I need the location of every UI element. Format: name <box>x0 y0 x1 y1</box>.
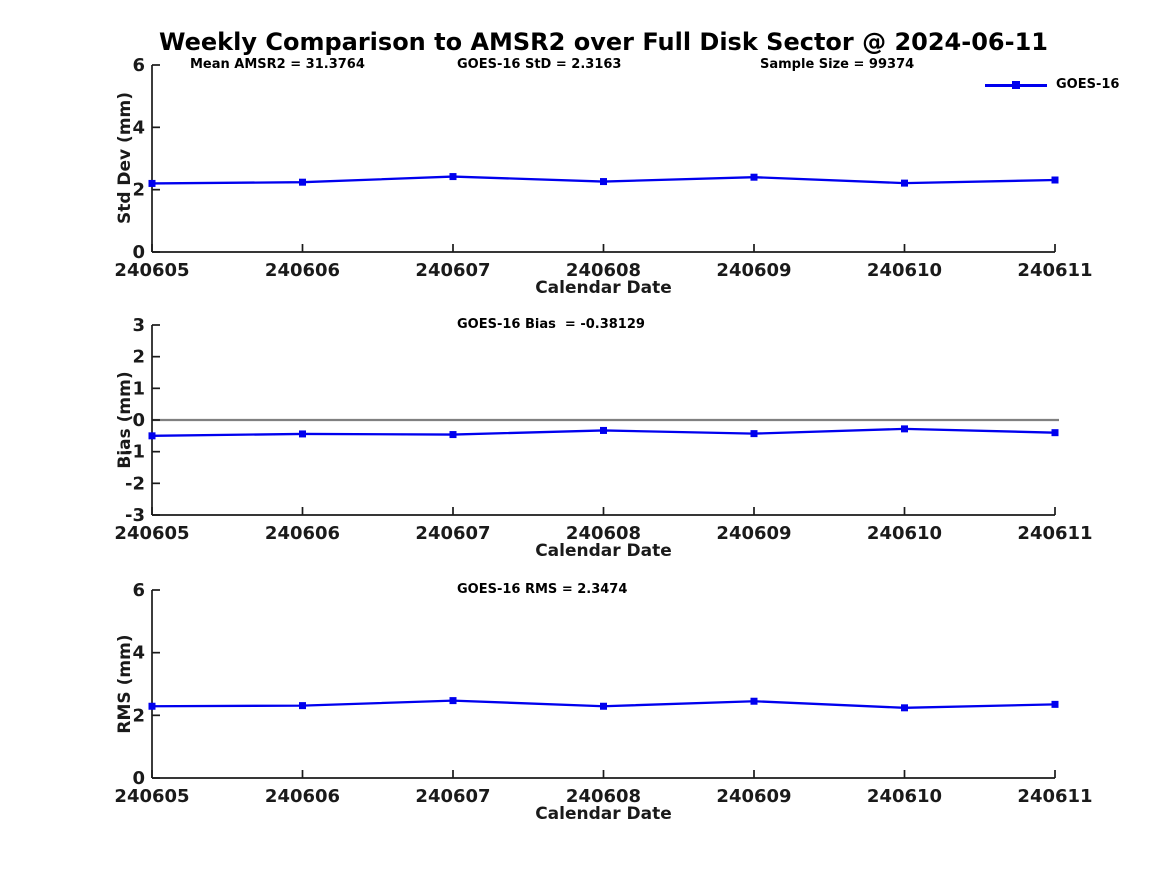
bias-x-tick-label: 240606 <box>265 523 340 544</box>
bias-y-axis-label: Bias (mm) <box>115 371 135 469</box>
stddev-x-tick-label: 240605 <box>114 260 189 281</box>
bias-y-tick-label: 3 <box>132 315 145 336</box>
stddev-y-tick-label: 4 <box>132 117 145 138</box>
legend-line-marker-icon <box>985 78 1047 92</box>
bias-data-point-marker <box>901 425 908 433</box>
rms-y-tick-label: 6 <box>132 580 145 601</box>
rms-x-tick-label: 240610 <box>867 786 942 807</box>
bias-data-point-marker <box>1051 429 1059 437</box>
rms-data-point-marker <box>148 702 156 710</box>
bias-y-tick-label: -3 <box>125 505 145 526</box>
stddev-x-tick-label: 240611 <box>1017 260 1092 281</box>
bias-y-tick-label: 1 <box>132 378 145 399</box>
rms-data-point-marker <box>600 702 607 710</box>
stddev-data-point-marker <box>449 173 457 181</box>
bias-data-point-marker <box>449 431 457 439</box>
rms-data-point-marker <box>750 697 758 705</box>
stddev-x-tick-label: 240609 <box>716 260 791 281</box>
stddev-x-tick-label: 240608 <box>566 260 641 281</box>
rms-x-tick-label: 240611 <box>1017 786 1092 807</box>
stddev-data-point-marker <box>600 178 607 186</box>
bias-y-tick-label: -2 <box>125 473 145 494</box>
bias-data-point-marker <box>600 426 607 434</box>
stddev-data-point-marker <box>750 173 758 181</box>
rms-data-point-marker <box>449 697 457 705</box>
rms-y-tick-label: 4 <box>132 643 145 664</box>
stddev-y-tick-label: 0 <box>132 242 145 263</box>
annotation-mean-amsr2: Mean AMSR2 = 31.3764 <box>190 57 365 72</box>
stddev-data-point-marker <box>148 179 156 187</box>
stddev-x-axis-label: Calendar Date <box>535 278 672 298</box>
rms-data-point-marker <box>299 702 306 710</box>
rms-x-tick-label: 240606 <box>265 786 340 807</box>
stddev-y-tick-label: 6 <box>132 55 145 76</box>
stddev-data-point-marker <box>901 179 908 187</box>
stddev-x-tick-label: 240606 <box>265 260 340 281</box>
bias-x-axis-label: Calendar Date <box>535 541 672 561</box>
stddev-y-tick-label: 2 <box>132 180 145 201</box>
rms-data-point-marker <box>901 704 908 712</box>
rms-data-point-marker <box>1051 700 1059 708</box>
bias-x-tick-label: 240605 <box>114 523 189 544</box>
stddev-y-axis-label: Std Dev (mm) <box>115 91 135 225</box>
stddev-x-tick-label: 240607 <box>415 260 490 281</box>
stddev-data-point-marker <box>299 178 306 186</box>
bias-x-tick-label: 240609 <box>716 523 791 544</box>
legend-square-marker-icon <box>1012 80 1020 89</box>
bias-x-tick-label: 240608 <box>566 523 641 544</box>
bias-data-point-marker <box>299 430 306 438</box>
annotation-goes16-std: GOES-16 StD = 2.3163 <box>457 57 622 72</box>
rms-x-tick-label: 240608 <box>566 786 641 807</box>
rms-y-tick-label: 0 <box>132 768 145 789</box>
bias-y-tick-label: 2 <box>132 347 145 368</box>
stddev-data-point-marker <box>1051 176 1059 184</box>
rms-y-tick-label: 2 <box>132 705 145 726</box>
rms-x-tick-label: 240605 <box>114 786 189 807</box>
bias-x-tick-label: 240611 <box>1017 523 1092 544</box>
rms-x-tick-label: 240609 <box>716 786 791 807</box>
rms-y-axis-label: RMS (mm) <box>115 634 135 734</box>
annotation-sample-size: Sample Size = 99374 <box>760 57 915 72</box>
bias-y-tick-label: 0 <box>132 410 145 431</box>
rms-x-axis-label: Calendar Date <box>535 804 672 824</box>
annotation-goes16-bias: GOES-16 Bias = -0.38129 <box>457 317 645 332</box>
bias-data-point-marker <box>148 432 156 440</box>
bias-x-tick-label: 240610 <box>867 523 942 544</box>
figure-title: Weekly Comparison to AMSR2 over Full Dis… <box>159 28 1048 56</box>
bias-x-tick-label: 240607 <box>415 523 490 544</box>
stddev-x-tick-label: 240610 <box>867 260 942 281</box>
rms-x-tick-label: 240607 <box>415 786 490 807</box>
bias-data-point-marker <box>750 430 758 438</box>
legend: GOES-16 <box>985 77 1119 92</box>
bias-y-tick-label: -1 <box>125 442 145 463</box>
legend-series-label: GOES-16 <box>1056 77 1120 92</box>
annotation-goes16-rms: GOES-16 RMS = 2.3474 <box>457 582 628 597</box>
